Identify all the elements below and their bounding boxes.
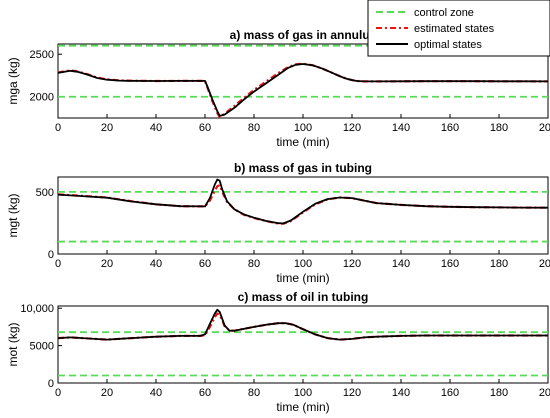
x-tick-label: 80 bbox=[248, 258, 260, 270]
x-tick-label: 80 bbox=[248, 122, 260, 134]
legend-label: estimated states bbox=[414, 23, 495, 35]
legend-label: control zone bbox=[414, 7, 474, 19]
legend-item-control: control zone bbox=[376, 7, 474, 19]
y-tick-label: 500 bbox=[36, 187, 54, 199]
y-tick-label: 0 bbox=[48, 249, 54, 261]
legend-item-optimal: optimal states bbox=[376, 39, 482, 51]
x-tick-label: 80 bbox=[248, 387, 260, 399]
x-tick-label: 200 bbox=[539, 387, 550, 399]
x-tick-label: 40 bbox=[150, 258, 162, 270]
y-tick-label: 2500 bbox=[30, 49, 54, 61]
x-tick-label: 20 bbox=[101, 387, 113, 399]
x-tick-label: 180 bbox=[490, 387, 508, 399]
x-tick-label: 160 bbox=[441, 122, 459, 134]
chart-panel-2: 0 20 40 60 80 100 120 140 160 180 200 0 500 b) mass o… bbox=[6, 161, 550, 285]
estimated-states-line bbox=[57, 62, 549, 119]
y-tick-label: 0 bbox=[48, 378, 54, 390]
chart-title: c) mass of oil in tubing bbox=[238, 290, 369, 304]
y-tick-label: 5000 bbox=[30, 341, 54, 353]
estimated-states-line bbox=[57, 184, 549, 225]
x-tick-label: 100 bbox=[294, 387, 312, 399]
x-tick-label: 100 bbox=[294, 258, 312, 270]
x-tick-label: 0 bbox=[55, 122, 61, 134]
optimal-states-line bbox=[57, 178, 549, 225]
x-tick-label: 60 bbox=[199, 258, 211, 270]
optimal-states-line bbox=[57, 63, 549, 117]
x-tick-label: 20 bbox=[101, 122, 113, 134]
y-axis-label: mot (kg) bbox=[6, 322, 20, 366]
x-tick-label: 140 bbox=[392, 387, 410, 399]
x-tick-label: 0 bbox=[55, 387, 61, 399]
x-tick-label: 200 bbox=[539, 258, 550, 270]
x-tick-label: 180 bbox=[490, 258, 508, 270]
chart-panel-1: 0 20 40 60 80 100 120 140 160 180 200 2000 2500 a) ma… bbox=[6, 28, 550, 149]
x-tick-label: 120 bbox=[343, 387, 361, 399]
x-tick-label: 20 bbox=[101, 258, 113, 270]
y-tick-label: 2000 bbox=[30, 92, 54, 104]
x-tick-label: 60 bbox=[199, 387, 211, 399]
y-axis-label: mga (kg) bbox=[6, 57, 20, 104]
chart-title: a) mass of gas in annulus bbox=[230, 28, 377, 42]
x-tick-label: 100 bbox=[294, 122, 312, 134]
y-tick-label: 10,000 bbox=[20, 303, 54, 315]
x-tick-label: 40 bbox=[150, 122, 162, 134]
plot-area bbox=[57, 305, 549, 384]
x-tick-label: 180 bbox=[490, 122, 508, 134]
x-tick-label: 140 bbox=[392, 122, 410, 134]
x-tick-label: 40 bbox=[150, 387, 162, 399]
x-tick-label: 120 bbox=[343, 122, 361, 134]
chart-panel-3: 0 20 40 60 80 100 120 140 160 180 200 0 5000 10,000 c)… bbox=[6, 290, 550, 414]
x-tick-label: 140 bbox=[392, 258, 410, 270]
x-axis-label: time (min) bbox=[276, 400, 329, 414]
x-tick-label: 120 bbox=[343, 258, 361, 270]
legend: control zone estimated states optimal stat… bbox=[367, 0, 550, 57]
optimal-states-line bbox=[57, 308, 548, 341]
chart-title: b) mass of gas in tubing bbox=[234, 161, 372, 175]
x-axis-label: time (min) bbox=[276, 135, 329, 149]
y-axis-label: mgt (kg) bbox=[6, 193, 20, 237]
x-tick-label: 160 bbox=[441, 387, 459, 399]
legend-item-estimated: estimated states bbox=[376, 23, 495, 35]
x-tick-label: 160 bbox=[441, 258, 459, 270]
x-tick-label: 200 bbox=[539, 122, 550, 134]
legend-label: optimal states bbox=[414, 39, 482, 51]
x-tick-label: 0 bbox=[55, 258, 61, 270]
x-tick-label: 60 bbox=[199, 122, 211, 134]
x-axis-label: time (min) bbox=[276, 271, 329, 285]
